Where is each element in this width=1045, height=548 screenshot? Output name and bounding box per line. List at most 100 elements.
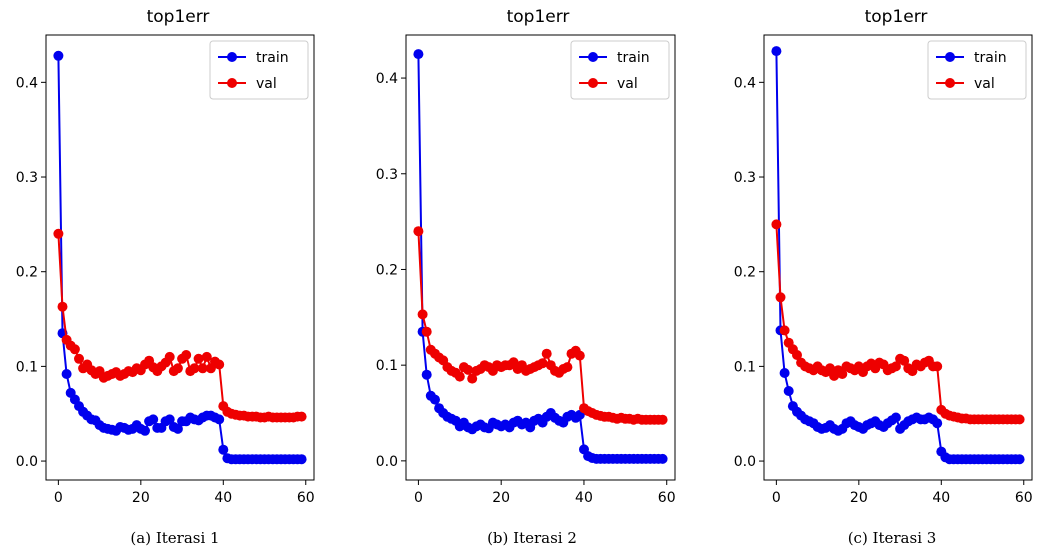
legend-marker-val (945, 78, 955, 88)
data-point-train (890, 412, 901, 423)
chart-title: top1err (147, 7, 210, 27)
legend-label-val: val (974, 76, 995, 92)
y-tick-label: 0.3 (16, 170, 38, 186)
data-point-val (825, 363, 835, 374)
y-tick-label: 0.3 (376, 167, 398, 183)
data-point-val (932, 361, 943, 372)
data-point-train (771, 46, 782, 57)
data-point-val (792, 350, 802, 360)
data-point-val (779, 325, 790, 336)
series-val (53, 228, 307, 423)
y-tick-label: 0.3 (734, 170, 756, 186)
data-point-val (1014, 414, 1025, 425)
plot-frame (763, 34, 1033, 481)
y-tick-label: 0.4 (16, 75, 38, 91)
y-tick-label: 0.1 (16, 359, 38, 375)
data-point-val (657, 414, 668, 425)
plot-frame (405, 34, 676, 481)
data-point-val (463, 364, 474, 375)
data-point-val (53, 228, 64, 239)
data-point-train (214, 414, 225, 425)
y-tick-label: 0.0 (376, 454, 398, 470)
plot-frame (45, 34, 315, 481)
x-tick-label: 60 (1015, 490, 1033, 506)
legend-marker-train (227, 52, 237, 62)
series-train (413, 49, 668, 464)
data-point-val (775, 292, 786, 303)
panel-caption: (c) Iterasi 3 (848, 529, 937, 547)
legend: train val (570, 40, 670, 100)
data-point-train (413, 49, 424, 60)
legend-label-val: val (617, 76, 638, 92)
x-tick-label: 60 (297, 490, 315, 506)
data-point-train (164, 414, 175, 425)
data-point-val (541, 348, 552, 359)
y-tick-label: 0.2 (16, 265, 38, 281)
y-tick-label: 0.4 (376, 71, 398, 87)
data-point-val (837, 369, 848, 379)
x-tick-label: 0 (772, 490, 781, 506)
data-point-val (454, 371, 465, 382)
data-point-val (214, 359, 225, 370)
data-point-train (218, 444, 229, 455)
data-point-train (296, 454, 307, 465)
data-point-val (296, 411, 307, 422)
panel-caption: (a) Iterasi 1 (130, 529, 219, 547)
data-point-val (417, 309, 428, 320)
y-tick-label: 0.1 (376, 358, 398, 374)
legend-marker-train (588, 52, 598, 62)
series-val (413, 226, 668, 425)
y-tick-label: 0.4 (734, 75, 756, 91)
data-point-train (430, 394, 440, 405)
data-point-train (1014, 454, 1025, 465)
y-tick-label: 0.2 (376, 262, 398, 278)
legend-label-train: train (256, 50, 289, 66)
x-tick-label: 20 (492, 490, 510, 506)
legend-marker-val (227, 78, 237, 88)
data-point-train (783, 386, 794, 396)
x-tick-label: 60 (658, 490, 676, 506)
series-line-train (57, 55, 302, 461)
series-line-val (417, 231, 663, 421)
data-point-val (172, 363, 183, 374)
legend: train val (209, 40, 309, 100)
legend-label-train: train (617, 50, 650, 66)
x-tick-label: 20 (850, 490, 868, 506)
data-point-val (193, 353, 204, 364)
legend-label-val: val (256, 76, 277, 92)
data-point-train (172, 423, 183, 434)
x-tick-label: 0 (414, 490, 423, 506)
data-point-val (771, 219, 782, 230)
x-tick-label: 40 (575, 490, 593, 506)
series-line-val (57, 233, 302, 419)
y-tick-label: 0.2 (734, 265, 756, 281)
data-point-val (421, 326, 432, 337)
data-point-val (574, 350, 585, 361)
data-point-val (537, 358, 548, 369)
data-point-val (899, 355, 910, 366)
data-point-train (932, 418, 943, 429)
data-point-val (201, 351, 212, 362)
y-tick-label: 0.0 (734, 454, 756, 470)
legend-label-train: train (974, 50, 1007, 66)
x-tick-label: 40 (932, 490, 950, 506)
chart-title: top1err (507, 7, 570, 27)
data-point-train (148, 414, 159, 425)
data-point-train (421, 369, 432, 380)
legend-marker-val (588, 78, 598, 88)
series-line-val (775, 224, 1020, 421)
x-tick-label: 20 (132, 490, 150, 506)
series-line-train (775, 51, 1020, 461)
chart-panel-2: top1err 0 20 40 60 0.0 0.1 0.2 0.3 0.4 train val (b)… (376, 7, 676, 547)
data-point-train (53, 50, 64, 61)
data-point-val (164, 351, 175, 362)
data-point-val (197, 363, 208, 374)
data-point-val (189, 363, 200, 374)
series-train (771, 46, 1025, 465)
chart-title: top1err (865, 7, 928, 27)
data-point-val (69, 344, 80, 355)
data-point-train (779, 368, 790, 378)
series-line-train (417, 54, 663, 460)
y-tick-label: 0.1 (734, 359, 756, 375)
